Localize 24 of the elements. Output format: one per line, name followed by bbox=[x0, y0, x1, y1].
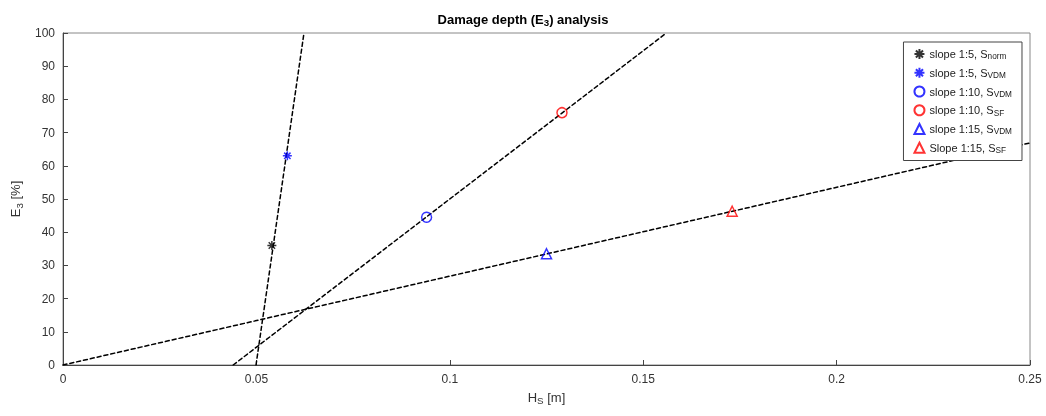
x-tick-label: 0 bbox=[59, 372, 67, 386]
point bbox=[420, 211, 433, 224]
x-tick-label: 0.05 bbox=[244, 372, 269, 386]
y-tick-label: 50 bbox=[41, 192, 56, 206]
y-tick-label: 60 bbox=[41, 158, 56, 173]
point bbox=[556, 106, 568, 119]
x-tick-label: 0.2 bbox=[828, 372, 846, 386]
y-tick-label: 90 bbox=[41, 59, 56, 74]
point bbox=[282, 150, 293, 162]
point bbox=[726, 205, 738, 218]
y-tick-label: 30 bbox=[41, 258, 56, 273]
y-axis-title: E3 [%] bbox=[8, 180, 25, 218]
y-tick-label: 80 bbox=[41, 92, 56, 107]
x-tick-label: 0.25 bbox=[1018, 372, 1042, 386]
x-tick-label: 0.1 bbox=[441, 372, 459, 386]
y-tick-label: 0 bbox=[48, 358, 56, 372]
y-tick-label: 100 bbox=[34, 26, 56, 40]
point bbox=[266, 240, 278, 251]
y-tick-label: 40 bbox=[41, 225, 56, 240]
y-tick-label: 20 bbox=[41, 291, 56, 306]
y-tick-label: 70 bbox=[41, 125, 56, 140]
x-tick-label: 0.15 bbox=[631, 372, 656, 386]
point bbox=[540, 248, 553, 260]
y-tick-label: 10 bbox=[41, 324, 56, 339]
